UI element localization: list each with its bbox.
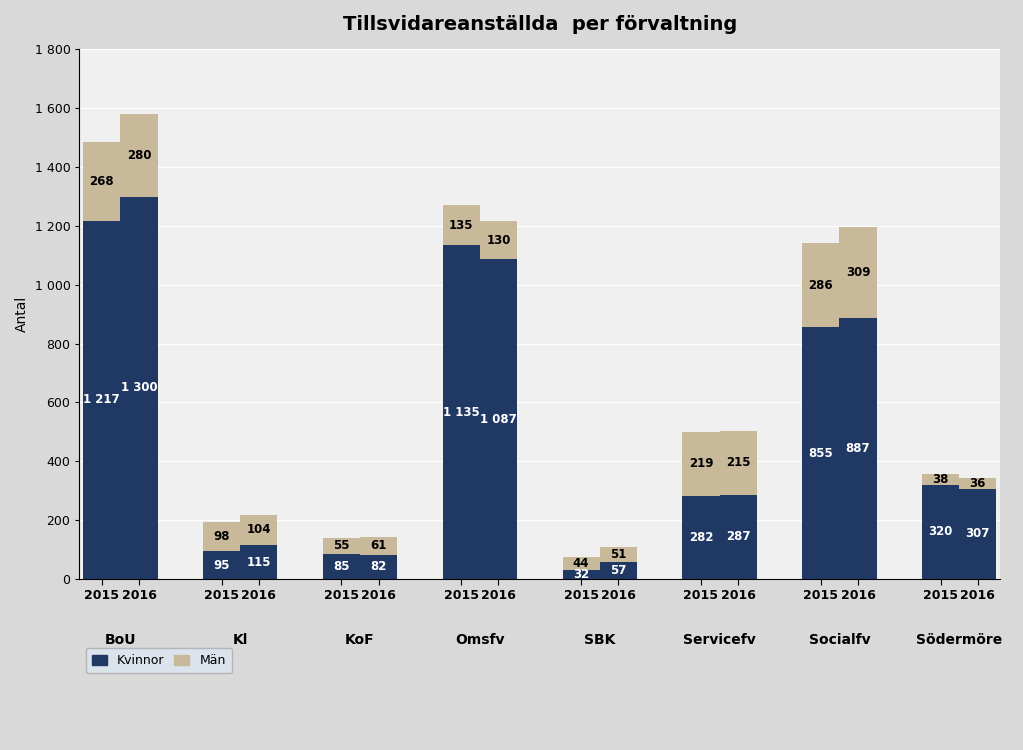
Text: 215: 215 bbox=[726, 457, 751, 470]
Text: 104: 104 bbox=[247, 524, 271, 536]
Bar bbox=[719, 431, 757, 494]
Bar bbox=[599, 548, 637, 562]
Bar bbox=[719, 494, 757, 579]
Text: 268: 268 bbox=[89, 175, 115, 188]
Bar bbox=[480, 260, 517, 579]
Bar bbox=[360, 537, 397, 555]
Text: 309: 309 bbox=[846, 266, 871, 279]
Legend: Kvinnor, Män: Kvinnor, Män bbox=[86, 648, 232, 674]
Text: 36: 36 bbox=[970, 477, 986, 490]
Bar bbox=[839, 318, 877, 579]
Text: 307: 307 bbox=[966, 527, 990, 540]
Text: 130: 130 bbox=[486, 233, 510, 247]
Text: 38: 38 bbox=[932, 472, 948, 486]
Text: 1 217: 1 217 bbox=[84, 394, 120, 406]
Bar bbox=[203, 522, 240, 551]
Text: 135: 135 bbox=[449, 219, 474, 232]
Text: 320: 320 bbox=[929, 526, 952, 538]
Text: 280: 280 bbox=[127, 148, 151, 162]
Bar bbox=[563, 556, 599, 569]
Bar bbox=[121, 114, 158, 196]
Text: 51: 51 bbox=[610, 548, 626, 561]
Bar bbox=[960, 478, 996, 489]
Bar bbox=[240, 545, 277, 579]
Bar bbox=[323, 554, 360, 579]
Bar bbox=[480, 221, 517, 260]
Y-axis label: Antal: Antal bbox=[15, 296, 29, 332]
Bar bbox=[922, 474, 960, 485]
Text: 286: 286 bbox=[808, 279, 833, 292]
Text: 44: 44 bbox=[573, 556, 589, 570]
Text: 98: 98 bbox=[214, 530, 230, 543]
Bar bbox=[682, 496, 719, 579]
Text: 887: 887 bbox=[846, 442, 871, 455]
Text: 287: 287 bbox=[726, 530, 751, 543]
Text: 115: 115 bbox=[247, 556, 271, 568]
Text: 85: 85 bbox=[333, 560, 350, 573]
Text: 1 135: 1 135 bbox=[443, 406, 480, 418]
Bar bbox=[563, 569, 599, 579]
Bar bbox=[203, 551, 240, 579]
Bar bbox=[240, 514, 277, 545]
Title: Tillsvidareanställda  per förvaltning: Tillsvidareanställda per förvaltning bbox=[343, 15, 737, 34]
Bar bbox=[443, 206, 480, 245]
Bar bbox=[121, 196, 158, 579]
Bar bbox=[802, 243, 839, 328]
Bar bbox=[599, 562, 637, 579]
Text: 32: 32 bbox=[573, 568, 589, 580]
Text: 95: 95 bbox=[214, 559, 230, 572]
Bar bbox=[83, 142, 121, 221]
Bar bbox=[83, 221, 121, 579]
Text: 55: 55 bbox=[333, 539, 350, 553]
Text: 82: 82 bbox=[370, 560, 387, 574]
Bar bbox=[922, 485, 960, 579]
Bar bbox=[802, 328, 839, 579]
Bar bbox=[682, 432, 719, 496]
Text: 219: 219 bbox=[688, 458, 713, 470]
Bar bbox=[323, 538, 360, 554]
Bar bbox=[360, 555, 397, 579]
Bar bbox=[960, 489, 996, 579]
Text: 282: 282 bbox=[688, 531, 713, 544]
Bar bbox=[839, 227, 877, 318]
Bar bbox=[443, 245, 480, 579]
Text: 855: 855 bbox=[808, 447, 833, 460]
Text: 1 087: 1 087 bbox=[480, 413, 517, 425]
Text: 61: 61 bbox=[370, 539, 387, 553]
Text: 1 300: 1 300 bbox=[121, 381, 158, 394]
Text: 57: 57 bbox=[610, 564, 626, 578]
